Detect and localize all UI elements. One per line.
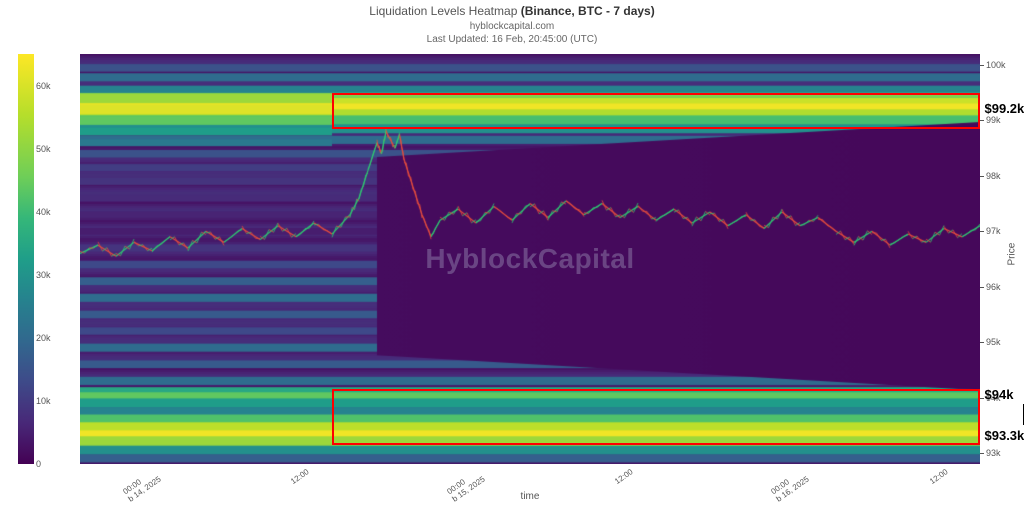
y-tick-mark [980, 231, 984, 232]
chart-subtitle-source: hyblockcapital.com [0, 20, 1024, 33]
x-axis-title: time [521, 491, 540, 502]
chart-subtitle-updated: Last Updated: 16 Feb, 20:45:00 (UTC) [0, 33, 1024, 46]
colorbar-tick-labels: 010k20k30k40k50k60k [36, 54, 66, 464]
x-tick-label: 00:00b 14, 2025 [122, 468, 163, 504]
y-tick-label: 97k [986, 226, 1001, 236]
y-tick-mark [980, 65, 984, 66]
y-tick-label: 93k [986, 448, 1001, 458]
chart-title-block: Liquidation Levels Heatmap (Binance, BTC… [0, 0, 1024, 46]
chart-container: Liquidation Levels Heatmap (Binance, BTC… [0, 0, 1024, 511]
y-tick-mark [980, 453, 984, 454]
y-tick-label: 98k [986, 171, 1001, 181]
y-tick-label: 99k [986, 115, 1001, 125]
price-annotation-0: $99.2k [985, 101, 1024, 116]
y-tick-mark [980, 120, 984, 121]
x-tick-label: 12:00 [290, 468, 311, 487]
colorbar-tick-label: 10k [36, 396, 51, 406]
heatmap-canvas [80, 54, 980, 464]
x-axis-tick-labels: time 00:00b 14, 2025 12:00 00:00b 15, 2025… [80, 466, 980, 506]
price-annotation-1: $94k [985, 387, 1014, 402]
x-tick-label: 12:00 [614, 468, 635, 487]
x-tick-label: 12:00 [929, 468, 950, 487]
y-tick-label: 96k [986, 282, 1001, 292]
price-annotation-2: $93.3k [985, 428, 1024, 443]
colorbar-gradient [18, 54, 34, 464]
x-tick-label: 00:00b 16, 2025 [770, 468, 811, 504]
chart-title-line1: Liquidation Levels Heatmap (Binance, BTC… [0, 4, 1024, 20]
title-prefix: Liquidation Levels Heatmap [369, 4, 520, 18]
y-tick-label: 100k [986, 60, 1006, 70]
colorbar-tick-label: 20k [36, 333, 51, 343]
y-tick-mark [980, 176, 984, 177]
x-tick-label: 00:00b 15, 2025 [446, 468, 487, 504]
colorbar-tick-label: 50k [36, 144, 51, 154]
colorbar-tick-label: 40k [36, 207, 51, 217]
title-bold: (Binance, BTC - 7 days) [521, 4, 655, 18]
plot-area: HyblockCapital [80, 54, 980, 464]
y-tick-mark [980, 287, 984, 288]
y-tick-label: 95k [986, 337, 1001, 347]
y-axis-title: Price [1007, 243, 1018, 266]
colorbar-tick-label: 0 [36, 459, 41, 469]
colorbar-tick-label: 30k [36, 270, 51, 280]
y-tick-mark [980, 398, 984, 399]
y-tick-mark [980, 342, 984, 343]
colorbar-tick-label: 60k [36, 81, 51, 91]
